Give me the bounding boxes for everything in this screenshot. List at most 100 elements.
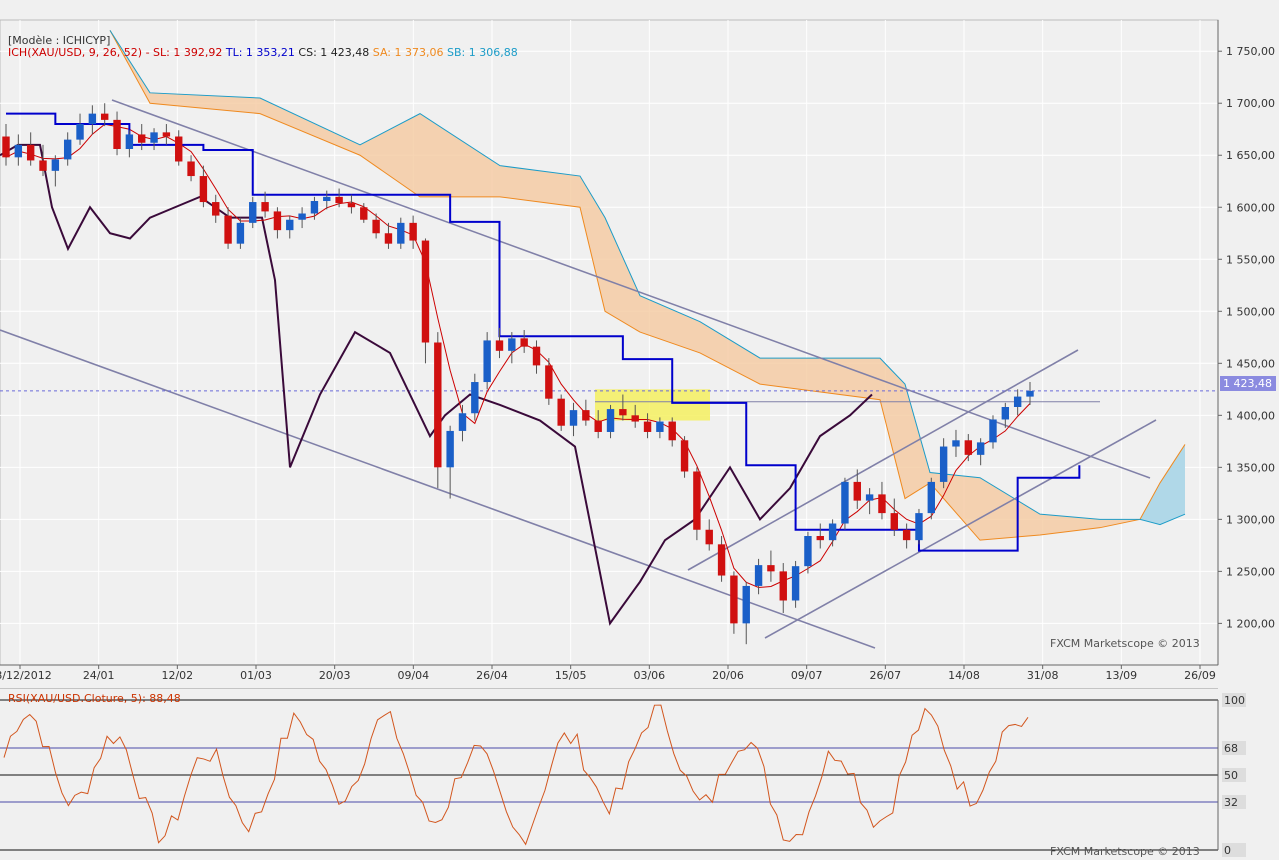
candle-body (286, 219, 294, 231)
candle-body (680, 440, 689, 472)
x-tick-label: 20/06 (712, 669, 744, 682)
ichimoku-cloud (110, 30, 1185, 541)
candle-body (125, 134, 134, 149)
candle-body (113, 119, 121, 149)
candle-body (495, 340, 504, 351)
candle-body (471, 382, 479, 414)
candle-body (236, 222, 245, 244)
x-tick-label: 09/07 (791, 669, 823, 682)
candle-body (372, 219, 380, 234)
candle-body (261, 202, 269, 212)
rsi-level-label: 32 (1224, 796, 1238, 809)
candle-body (545, 365, 553, 399)
sl-value: SL: 1 392,92 (153, 46, 223, 59)
rsi-level-tag (1222, 768, 1246, 782)
y-tick-label: 1 400,00 (1226, 409, 1275, 422)
candle-body (421, 240, 430, 343)
x-tick-label: 14/08 (948, 669, 980, 682)
candle-body (508, 338, 516, 351)
candle-body (976, 442, 985, 455)
x-tick-label: 13/09 (1105, 669, 1137, 682)
candle-body (384, 233, 393, 244)
candle-body (199, 176, 208, 203)
y-tick-label: 1 750,00 (1226, 45, 1275, 58)
candle-body (939, 446, 948, 482)
candle-body (865, 494, 874, 501)
candle-body (569, 410, 578, 426)
candle-body (693, 471, 701, 530)
candle-body (347, 203, 356, 208)
candle-body (14, 144, 23, 158)
rsi-level-tag (1222, 795, 1246, 809)
rsi-level-tag (1222, 741, 1246, 755)
rsi-chart[interactable]: 100 68 50 32 0 (0, 688, 1279, 860)
candle-body (273, 211, 282, 231)
candle-body (1013, 396, 1022, 407)
candle-body (335, 196, 343, 204)
candle-body (915, 513, 923, 541)
candle-body (656, 421, 664, 432)
x-tick-label: 31/08 (1027, 669, 1059, 682)
candle-body (249, 202, 257, 223)
candle-body (446, 430, 454, 468)
trendline-rising-lower (764, 419, 1157, 639)
rsi-level-label: 0 (1224, 844, 1231, 857)
candle-body (767, 565, 775, 572)
candle-body (582, 410, 590, 421)
x-tick-label: 15/05 (555, 669, 587, 682)
candle-body (310, 201, 319, 214)
rsi-level-label: 50 (1224, 769, 1238, 782)
candle-body (853, 481, 861, 501)
candle-body (63, 139, 72, 160)
model-label: [Modèle : ICHICYP] (8, 34, 111, 47)
candle-body (76, 124, 84, 140)
candle-body (594, 420, 602, 432)
y-tick-label: 1 550,00 (1226, 253, 1275, 266)
watermark-main: FXCM Marketscope © 2013 (1050, 637, 1200, 650)
ichimoku-cloud-future (1140, 444, 1185, 525)
trendline-rising-upper (687, 349, 1079, 571)
senkou-span-a (109, 30, 1186, 541)
candle-body (952, 440, 960, 447)
trendline-lower-channel (0, 329, 876, 649)
candle-body (557, 398, 565, 426)
candle-body (816, 536, 824, 541)
candle-body (483, 340, 491, 383)
candle-body (162, 132, 171, 137)
candle-body (631, 415, 639, 422)
price-chart[interactable]: 1 750,00 1 700,00 1 650,00 1 600,00 1 550,00… (0, 0, 1279, 688)
x-tick-label: 24/01 (83, 669, 115, 682)
candle-body (619, 409, 627, 416)
trendline-upper-channel (111, 99, 1151, 479)
x-tick-label: 09/04 (397, 669, 429, 682)
rsi-legend: RSI(XAU/USD.Cloture, 5): 88,48 (8, 692, 181, 705)
candle-body (804, 536, 812, 567)
x-tick-label: 26/09 (1184, 669, 1216, 682)
candle-body (150, 132, 158, 143)
indicator-name: ICH(XAU/USD, 9, 26, 52) - (8, 46, 150, 59)
y-tick-label: 1 450,00 (1226, 357, 1275, 370)
candle-body (989, 419, 997, 443)
candle-body (88, 113, 97, 125)
candle-body (409, 222, 417, 241)
candle-body (1026, 390, 1034, 397)
rsi-level-tag (1222, 843, 1246, 857)
sb-value: SB: 1 306,88 (446, 46, 518, 59)
rsi-line (3, 704, 1029, 846)
candle-body (927, 481, 936, 514)
candle-body (138, 134, 146, 143)
x-tick-label: 26/04 (476, 669, 508, 682)
kijun-sen (6, 112, 1081, 552)
candle-body (39, 160, 47, 171)
rsi-level-label: 68 (1224, 742, 1238, 755)
rsi-level-label: 100 (1224, 694, 1245, 707)
candle-body (397, 222, 405, 244)
y-tick-label: 1 200,00 (1226, 617, 1275, 630)
candle-body (964, 440, 973, 455)
indicator-legend: ICH(XAU/USD, 9, 26, 52) - SL: 1 392,92 T… (8, 46, 518, 59)
candle-body (520, 338, 528, 347)
candle-body (187, 161, 195, 177)
tl-value: TL: 1 353,21 (225, 46, 295, 59)
candle-body (606, 409, 615, 432)
rsi-background (0, 688, 1279, 860)
